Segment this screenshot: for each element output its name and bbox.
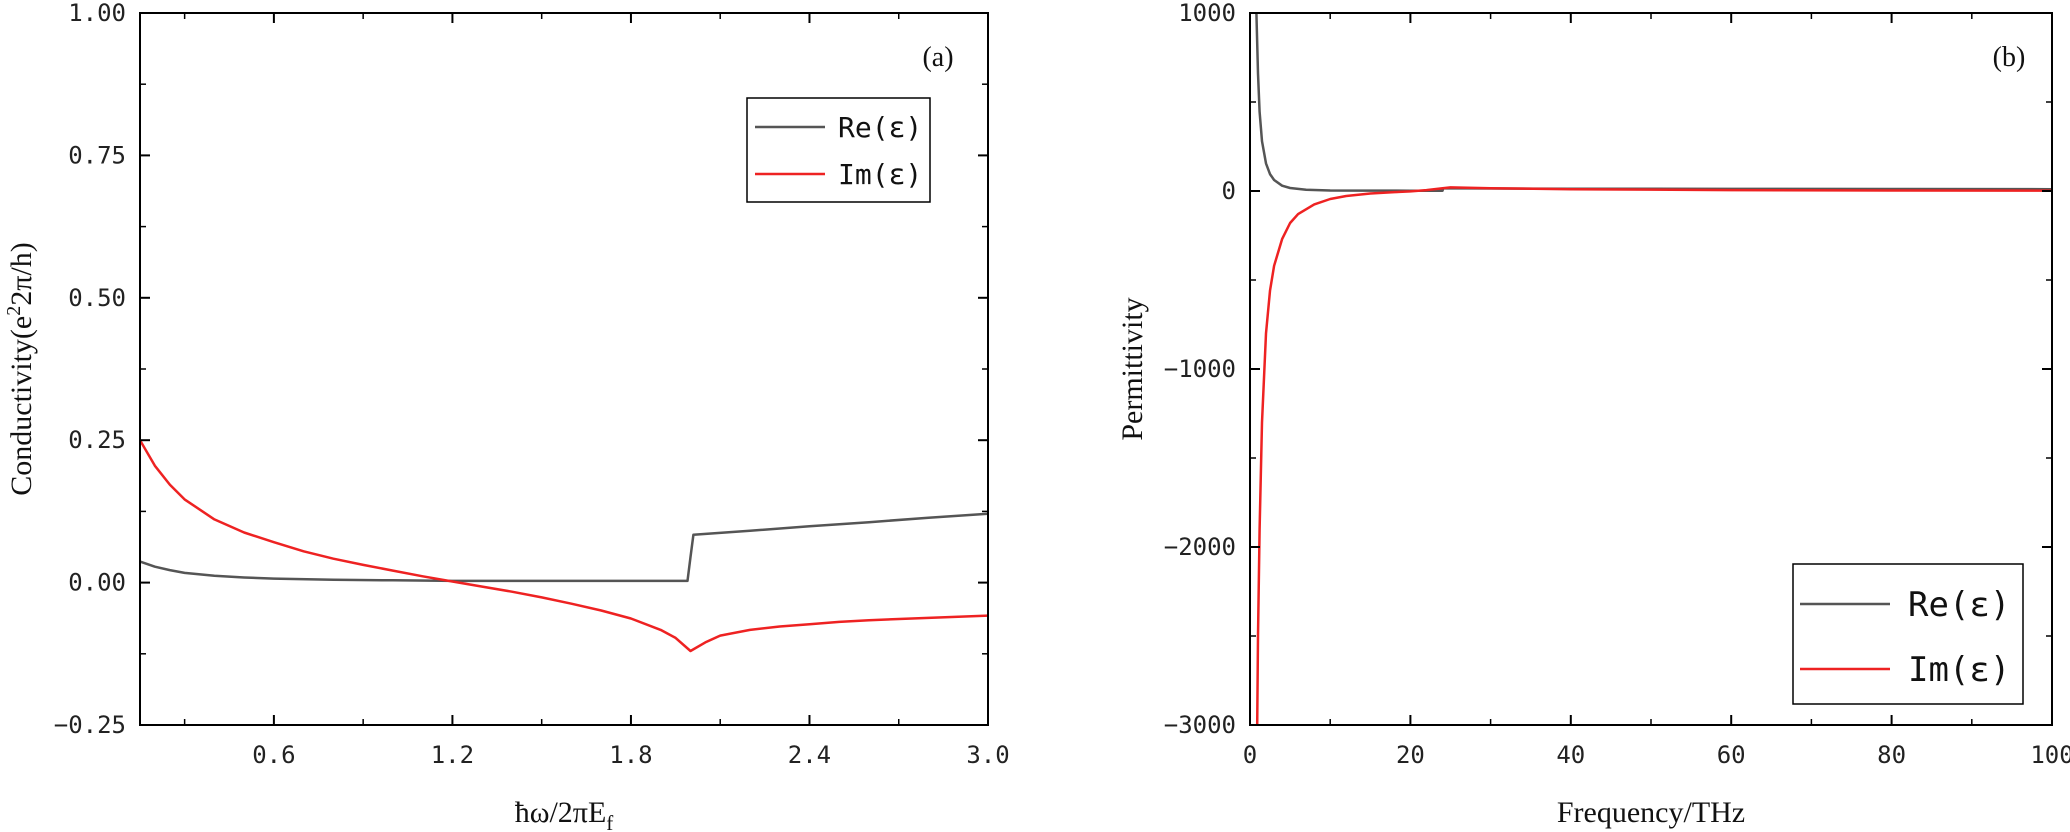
panel-b-y-tick-label: −3000 xyxy=(1164,711,1236,739)
panel-a-tag: (a) xyxy=(922,42,953,73)
panel-b-x-tick-label: 20 xyxy=(1396,741,1425,769)
panel-a-y-axis-title: Conductivity(e22π/h) xyxy=(3,242,38,495)
panel-a-y-title-main: Conductivity(e xyxy=(5,316,38,496)
panel-b-legend-label-re: Re(ε) xyxy=(1908,585,2010,625)
panel-b-legend: Re(ε) Im(ε) xyxy=(1792,563,2024,705)
panel-a-legend: Re(ε) Im(ε) xyxy=(746,97,931,203)
panel-a-x-tick-label: 3.0 xyxy=(966,741,1009,769)
panel-a-legend-box xyxy=(746,97,931,203)
panel-b-tag: (b) xyxy=(1993,42,2026,73)
panel-b-frame xyxy=(1249,12,2053,726)
panel-a-plot-area xyxy=(140,439,988,653)
panel-b-ticks: 0 20 40 60 80 100 −3000 −2000 −1000 0 1000 xyxy=(1164,0,2070,769)
panel-a-x-title-sub: f xyxy=(606,811,613,832)
panel-b-y-tick-label: −2000 xyxy=(1164,533,1236,561)
panel-a-x-axis-title: ħω/2πEf xyxy=(515,796,614,832)
panel-a-x-tick-label: 2.4 xyxy=(788,741,831,769)
panel-a-y-title-rest: 2π/h) xyxy=(5,242,38,305)
panel-b-series-re-line xyxy=(1255,13,2052,193)
panel-a-y-tick-label: 0.25 xyxy=(68,426,126,454)
panel-b-x-tick-label: 0 xyxy=(1243,741,1257,769)
panel-a-x-tick-label: 1.2 xyxy=(431,741,474,769)
panel-a-legend-label-re: Re(ε) xyxy=(838,111,922,144)
panel-b-legend-box xyxy=(1792,563,2024,705)
panel-b-permittivity: 0 20 40 60 80 100 −3000 −2000 −1000 0 1000 (b) Re(… xyxy=(1116,0,2070,829)
panel-b-x-tick-label: 100 xyxy=(2030,741,2070,769)
panel-a-y-title-sup: 2 xyxy=(3,306,25,316)
panel-b-y-tick-label: −1000 xyxy=(1164,355,1236,383)
panel-a-y-tick-label: 0.00 xyxy=(68,569,126,597)
panel-b-series-im-line xyxy=(1255,186,2052,725)
panel-b-x-tick-label: 40 xyxy=(1556,741,1585,769)
panel-b-y-tick-label: 1000 xyxy=(1178,0,1236,27)
panel-a-conductivity: 0.6 1.2 1.8 2.4 3.0 −0.25 0.00 0.25 0.50 0.75 1.00… xyxy=(3,0,1010,832)
panel-a-y-tick-label: 0.75 xyxy=(68,141,126,169)
panel-b-plot-area xyxy=(1255,13,2052,725)
panel-b-x-tick-label: 60 xyxy=(1717,741,1746,769)
panel-b-y-tick-label: 0 xyxy=(1222,177,1236,205)
panel-a-x-title-main: ħω/2πE xyxy=(515,796,607,829)
panel-a-legend-label-im: Im(ε) xyxy=(838,158,922,191)
panel-a-series-re-line xyxy=(140,512,988,583)
panel-a-ticks: 0.6 1.2 1.8 2.4 3.0 −0.25 0.00 0.25 0.50 0.75 1.00 xyxy=(54,0,1010,769)
panel-a-x-tick-label: 0.6 xyxy=(252,741,295,769)
panel-a-y-tick-label: 1.00 xyxy=(68,0,126,27)
panel-b-x-axis-title: Frequency/THz xyxy=(1557,796,1745,829)
panel-a-x-tick-label: 1.8 xyxy=(609,741,652,769)
panel-a-y-tick-label: 0.50 xyxy=(68,284,126,312)
panel-a-series-im-line xyxy=(140,439,988,653)
panel-a-y-tick-label: −0.25 xyxy=(54,711,126,739)
panel-b-legend-label-im: Im(ε) xyxy=(1908,650,2010,690)
panel-b-x-tick-label: 80 xyxy=(1877,741,1906,769)
panel-b-y-axis-title: Permittivity xyxy=(1116,297,1149,440)
panel-a-frame xyxy=(139,12,989,726)
